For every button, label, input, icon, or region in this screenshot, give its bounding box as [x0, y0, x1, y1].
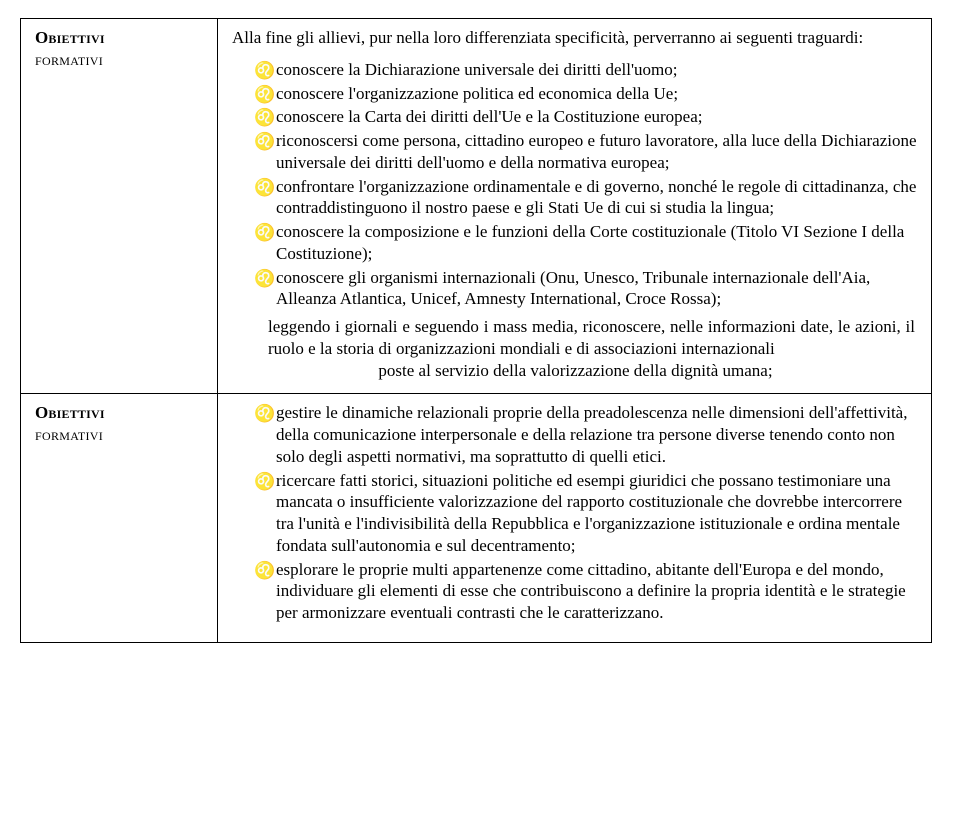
list-item: ♌ riconoscersi come persona, cittadino eu…: [254, 130, 919, 174]
list-item: ♌ conoscere la composizione e le funzioni…: [254, 221, 919, 265]
bullet-icon: ♌: [254, 84, 268, 106]
label-subheading: formativi: [35, 49, 205, 71]
document-page: Obiettivi formativi Alla fine gli alliev…: [0, 0, 960, 661]
list-item-text: conoscere la Dichiarazione universale de…: [276, 60, 677, 79]
label-subheading: formativi: [35, 424, 205, 446]
list-item: ♌ esplorare le proprie multi appartenenze…: [254, 559, 919, 624]
bullet-list: ♌ gestire le dinamiche relazionali propri…: [232, 402, 919, 624]
label-heading: Obiettivi: [35, 402, 205, 424]
row-content-cell: Alla fine gli allievi, pur nella loro di…: [218, 19, 932, 394]
list-item: ♌ gestire le dinamiche relazionali propri…: [254, 402, 919, 467]
intro-text: Alla fine gli allievi, pur nella loro di…: [232, 27, 919, 49]
row-label-cell: Obiettivi formativi: [21, 394, 218, 643]
bullet-list: ♌ conoscere la Dichiarazione universale d…: [232, 59, 919, 310]
bullet-icon: ♌: [254, 471, 268, 493]
list-item-text: gestire le dinamiche relazionali proprie…: [276, 403, 907, 466]
label-heading: Obiettivi: [35, 27, 205, 49]
bullet-icon: ♌: [254, 131, 268, 153]
table-row: Obiettivi formativi ♌ gestire le dinamich…: [21, 394, 932, 643]
list-item: ♌ conoscere gli organismi internazionali …: [254, 267, 919, 311]
bullet-icon: ♌: [254, 107, 268, 129]
list-item: ♌ conoscere la Dichiarazione universale d…: [254, 59, 919, 81]
list-item: ♌ ricercare fatti storici, situazioni pol…: [254, 470, 919, 557]
trailing-paragraph-centered: poste al servizio della valorizzazione d…: [232, 360, 919, 382]
list-item-text: confrontare l'organizzazione ordinamenta…: [276, 177, 916, 218]
list-item-text: esplorare le proprie multi appartenenze …: [276, 560, 906, 623]
list-item-text: conoscere gli organismi internazionali (…: [276, 268, 870, 309]
table-row: Obiettivi formativi Alla fine gli alliev…: [21, 19, 932, 394]
bullet-icon: ♌: [254, 403, 268, 425]
bullet-icon: ♌: [254, 177, 268, 199]
row-content-cell: ♌ gestire le dinamiche relazionali propri…: [218, 394, 932, 643]
bullet-icon: ♌: [254, 222, 268, 244]
bullet-icon: ♌: [254, 60, 268, 82]
list-item: ♌ conoscere l'organizzazione politica ed …: [254, 83, 919, 105]
bullet-icon: ♌: [254, 268, 268, 290]
list-item-text: conoscere la composizione e le funzioni …: [276, 222, 904, 263]
content-table: Obiettivi formativi Alla fine gli alliev…: [20, 18, 932, 643]
list-item-text: ricercare fatti storici, situazioni poli…: [276, 471, 902, 555]
list-item-text: conoscere la Carta dei diritti dell'Ue e…: [276, 107, 703, 126]
list-item: ♌ conoscere la Carta dei diritti dell'Ue …: [254, 106, 919, 128]
list-item-text: riconoscersi come persona, cittadino eur…: [276, 131, 917, 172]
row-label-cell: Obiettivi formativi: [21, 19, 218, 394]
trailing-paragraph: leggendo i giornali e seguendo i mass me…: [232, 316, 919, 360]
list-item: ♌ confrontare l'organizzazione ordinament…: [254, 176, 919, 220]
bullet-icon: ♌: [254, 560, 268, 582]
list-item-text: conoscere l'organizzazione politica ed e…: [276, 84, 678, 103]
